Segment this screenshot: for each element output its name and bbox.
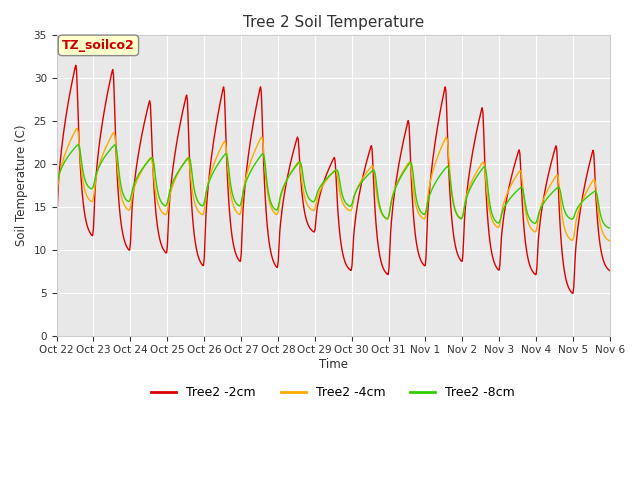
Tree2 -2cm	[63, 110, 70, 116]
Line: Tree2 -8cm: Tree2 -8cm	[56, 145, 610, 228]
Title: Tree 2 Soil Temperature: Tree 2 Soil Temperature	[243, 15, 424, 30]
Line: Tree2 -4cm: Tree2 -4cm	[56, 129, 610, 241]
Tree2 -8cm	[606, 225, 614, 231]
Tree2 -4cm	[606, 238, 614, 244]
Tree2 -8cm	[417, 209, 425, 215]
Tree2 -8cm	[52, 181, 60, 187]
Tree2 -4cm	[177, 166, 184, 172]
Tree2 -4cm	[417, 214, 425, 220]
Tree2 -2cm	[177, 120, 184, 125]
Tree2 -2cm	[120, 237, 128, 243]
Tree2 -4cm	[63, 147, 70, 153]
Tree2 -2cm	[52, 224, 60, 230]
Tree2 -2cm	[206, 168, 214, 174]
Line: Tree2 -2cm: Tree2 -2cm	[56, 65, 610, 293]
Y-axis label: Soil Temperature (C): Soil Temperature (C)	[15, 125, 28, 246]
Tree2 -8cm	[206, 177, 214, 183]
Tree2 -4cm	[52, 192, 60, 198]
Tree2 -2cm	[417, 259, 425, 264]
Tree2 -8cm	[401, 167, 409, 172]
Tree2 -4cm	[73, 126, 81, 132]
Tree2 -4cm	[206, 174, 214, 180]
Tree2 -8cm	[63, 156, 70, 162]
Tree2 -4cm	[120, 202, 128, 208]
Tree2 -2cm	[401, 130, 409, 136]
X-axis label: Time: Time	[319, 358, 348, 371]
Tree2 -8cm	[120, 194, 128, 200]
Legend: Tree2 -2cm, Tree2 -4cm, Tree2 -8cm: Tree2 -2cm, Tree2 -4cm, Tree2 -8cm	[146, 382, 520, 405]
Tree2 -2cm	[569, 290, 577, 296]
Tree2 -2cm	[606, 268, 614, 274]
Tree2 -4cm	[401, 165, 409, 171]
Text: TZ_soilco2: TZ_soilco2	[62, 39, 135, 52]
Tree2 -8cm	[177, 165, 184, 171]
Tree2 -2cm	[72, 62, 79, 68]
Tree2 -8cm	[74, 142, 82, 148]
